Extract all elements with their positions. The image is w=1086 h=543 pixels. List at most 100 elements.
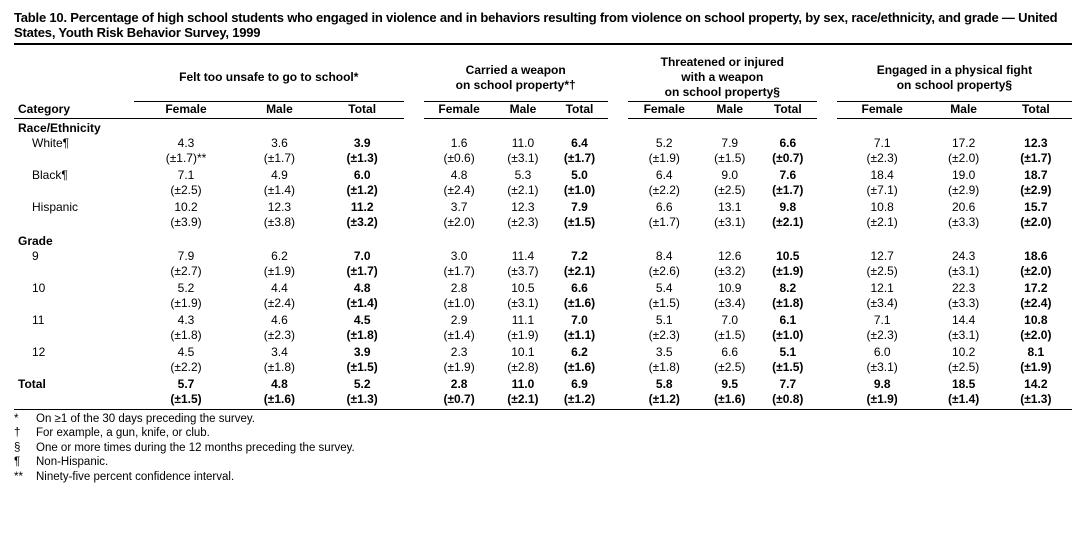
value-cell: 11.1	[495, 313, 552, 328]
value-cell: 22.3	[928, 281, 1000, 296]
total-row: Total5.74.85.22.811.06.95.89.57.79.818.5…	[14, 377, 1072, 392]
value-cell: 4.6	[238, 313, 321, 328]
value-cell: 4.5	[321, 313, 404, 328]
value-cell: 7.1	[134, 168, 238, 183]
row-label: White¶	[14, 136, 134, 151]
footnotes: *On ≥1 of the 30 days preceding the surv…	[14, 412, 1072, 484]
value-cell: 6.1	[759, 313, 817, 328]
table-row: 124.53.43.92.310.16.23.56.65.16.010.28.1	[14, 345, 1072, 360]
ci-cell: (±3.3)	[928, 296, 1000, 313]
value-cell: 5.8	[628, 377, 701, 392]
value-cell: 6.9	[551, 377, 608, 392]
sub-header-cell: Male	[701, 102, 759, 119]
value-cell: 7.0	[321, 249, 404, 264]
value-cell: 5.2	[321, 377, 404, 392]
value-cell: 8.1	[1000, 345, 1072, 360]
sub-header-cell: Male	[238, 102, 321, 119]
ci-cell: (±2.4)	[238, 296, 321, 313]
ci-cell: (±2.2)	[628, 183, 701, 200]
ci-cell: (±1.5)	[701, 328, 759, 345]
ci-cell: (±1.7)	[424, 264, 495, 281]
ci-cell: (±1.6)	[238, 392, 321, 409]
value-cell: 7.0	[701, 313, 759, 328]
ci-cell: (±3.3)	[928, 215, 1000, 232]
value-cell: 10.1	[495, 345, 552, 360]
table-row: Hispanic10.212.311.23.712.37.96.613.19.8…	[14, 200, 1072, 215]
footnote-mark: ¶	[14, 455, 36, 469]
table-title: Table 10. Percentage of high school stud…	[14, 10, 1072, 40]
ci-cell: (±2.8)	[495, 360, 552, 377]
ci-cell: (±1.3)	[321, 151, 404, 168]
value-cell: 10.5	[495, 281, 552, 296]
value-cell: 7.9	[134, 249, 238, 264]
value-cell: 10.5	[759, 249, 817, 264]
ci-row: (±1.5)(±1.6)(±1.3)(±0.7)(±2.1)(±1.2)(±1.…	[14, 392, 1072, 409]
ci-cell: (±3.1)	[495, 296, 552, 313]
footnote: ¶Non-Hispanic.	[14, 455, 1072, 469]
table-row: Black¶7.14.96.04.85.35.06.49.07.618.419.…	[14, 168, 1072, 183]
value-cell: 2.3	[424, 345, 495, 360]
ci-cell: (±2.3)	[837, 328, 928, 345]
table-row: White¶4.33.63.91.611.06.45.27.96.67.117.…	[14, 136, 1072, 151]
ci-row: (±1.8)(±2.3)(±1.8)(±1.4)(±1.9)(±1.1)(±2.…	[14, 328, 1072, 345]
value-cell: 3.9	[321, 345, 404, 360]
value-cell: 10.9	[701, 281, 759, 296]
value-cell: 19.0	[928, 168, 1000, 183]
value-cell: 17.2	[1000, 281, 1072, 296]
value-cell: 7.2	[551, 249, 608, 264]
value-cell: 6.0	[321, 168, 404, 183]
ci-cell: (±1.0)	[424, 296, 495, 313]
row-label: 10	[14, 281, 134, 296]
value-cell: 6.2	[238, 249, 321, 264]
ci-cell: (±1.2)	[321, 183, 404, 200]
value-cell: 20.6	[928, 200, 1000, 215]
group-header-cell: Carried a weaponon school property*†	[424, 45, 608, 102]
ci-cell: (±2.1)	[495, 183, 552, 200]
ci-cell: (±1.2)	[551, 392, 608, 409]
value-cell: 3.6	[238, 136, 321, 151]
ci-cell: (±1.7)	[1000, 151, 1072, 168]
row-label: Total	[14, 377, 134, 392]
value-cell: 1.6	[424, 136, 495, 151]
footnote-text: On ≥1 of the 30 days preceding the surve…	[36, 412, 255, 426]
value-cell: 5.1	[759, 345, 817, 360]
sub-header-cell: Male	[928, 102, 1000, 119]
ci-cell: (±2.5)	[837, 264, 928, 281]
ci-cell: (±3.9)	[134, 215, 238, 232]
value-cell: 5.7	[134, 377, 238, 392]
value-cell: 13.1	[701, 200, 759, 215]
data-table: Felt too unsafe to go to school* Carried …	[14, 45, 1072, 409]
value-cell: 5.0	[551, 168, 608, 183]
group-header-cell: Felt too unsafe to go to school*	[134, 45, 404, 102]
ci-cell: (±3.1)	[837, 360, 928, 377]
value-cell: 4.8	[238, 377, 321, 392]
ci-cell: (±1.1)	[551, 328, 608, 345]
ci-cell: (±1.6)	[701, 392, 759, 409]
sub-header-cell: Female	[628, 102, 701, 119]
ci-cell: (±1.5)	[701, 151, 759, 168]
value-cell: 2.9	[424, 313, 495, 328]
value-cell: 4.4	[238, 281, 321, 296]
value-cell: 7.9	[701, 136, 759, 151]
value-cell: 15.7	[1000, 200, 1072, 215]
value-cell: 5.2	[628, 136, 701, 151]
value-cell: 12.7	[837, 249, 928, 264]
ci-row: (±2.7)(±1.9)(±1.7)(±1.7)(±3.7)(±2.1)(±2.…	[14, 264, 1072, 281]
ci-cell: (±3.1)	[928, 328, 1000, 345]
value-cell: 9.8	[837, 377, 928, 392]
ci-cell: (±1.7)	[238, 151, 321, 168]
ci-cell: (±2.1)	[551, 264, 608, 281]
value-cell: 3.9	[321, 136, 404, 151]
ci-cell: (±1.7)	[321, 264, 404, 281]
ci-cell: (±2.3)	[495, 215, 552, 232]
ci-cell: (±3.1)	[701, 215, 759, 232]
ci-cell: (±2.5)	[134, 183, 238, 200]
value-cell: 5.4	[628, 281, 701, 296]
ci-cell: (±1.7)	[628, 215, 701, 232]
footnote-text: Ninety-five percent confidence interval.	[36, 470, 234, 484]
value-cell: 3.5	[628, 345, 701, 360]
value-cell: 18.5	[928, 377, 1000, 392]
value-cell: 6.0	[837, 345, 928, 360]
sub-header-cell: Female	[424, 102, 495, 119]
value-cell: 7.1	[837, 136, 928, 151]
